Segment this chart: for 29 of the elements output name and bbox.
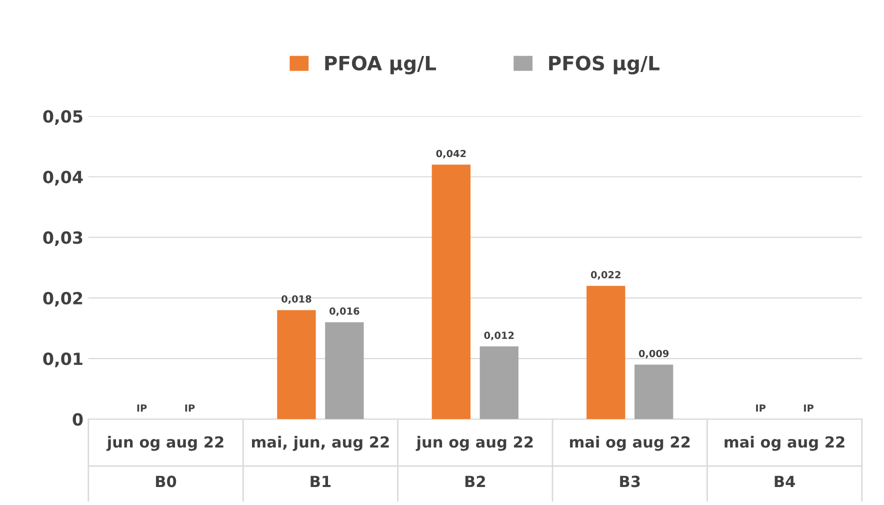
text: IP	[756, 404, 766, 412]
data-label: 0,022	[590, 271, 620, 280]
bar	[586, 286, 626, 420]
category-label: jun og aug 22 B0	[106, 436, 224, 488]
text: IP	[804, 404, 814, 412]
category-label: mai og aug 22 B4	[724, 436, 844, 487]
bar	[325, 322, 364, 420]
y-tick-label: 0,05	[43, 110, 82, 125]
legend-label: PFOS µg/L	[549, 56, 660, 74]
data-label: 0,018	[282, 295, 312, 304]
y-tick-label: 0	[72, 413, 83, 426]
category-label: mai og aug 22 B3	[570, 436, 690, 488]
category-label: mai, jun, aug 22 B1	[252, 436, 389, 487]
category-label: jun og aug 22 B2	[416, 436, 533, 487]
bar	[634, 364, 674, 420]
y-tick-label: 0,01	[43, 352, 82, 368]
text: IP	[185, 404, 195, 412]
y-tick-label: 0,04	[43, 170, 83, 186]
bar	[432, 164, 471, 420]
y-tick-label: 0,03	[43, 231, 82, 246]
data-label: 0,016	[330, 307, 360, 316]
text: IP	[137, 404, 147, 412]
y-tick-label: 0,02	[43, 292, 82, 307]
data-label: 0,009	[638, 350, 669, 358]
legend-label: PFOA µg/L	[325, 56, 436, 74]
data-label: 0,042	[436, 150, 466, 158]
bar	[480, 346, 518, 420]
data-label: 0,012	[484, 332, 514, 340]
bar	[277, 310, 316, 420]
